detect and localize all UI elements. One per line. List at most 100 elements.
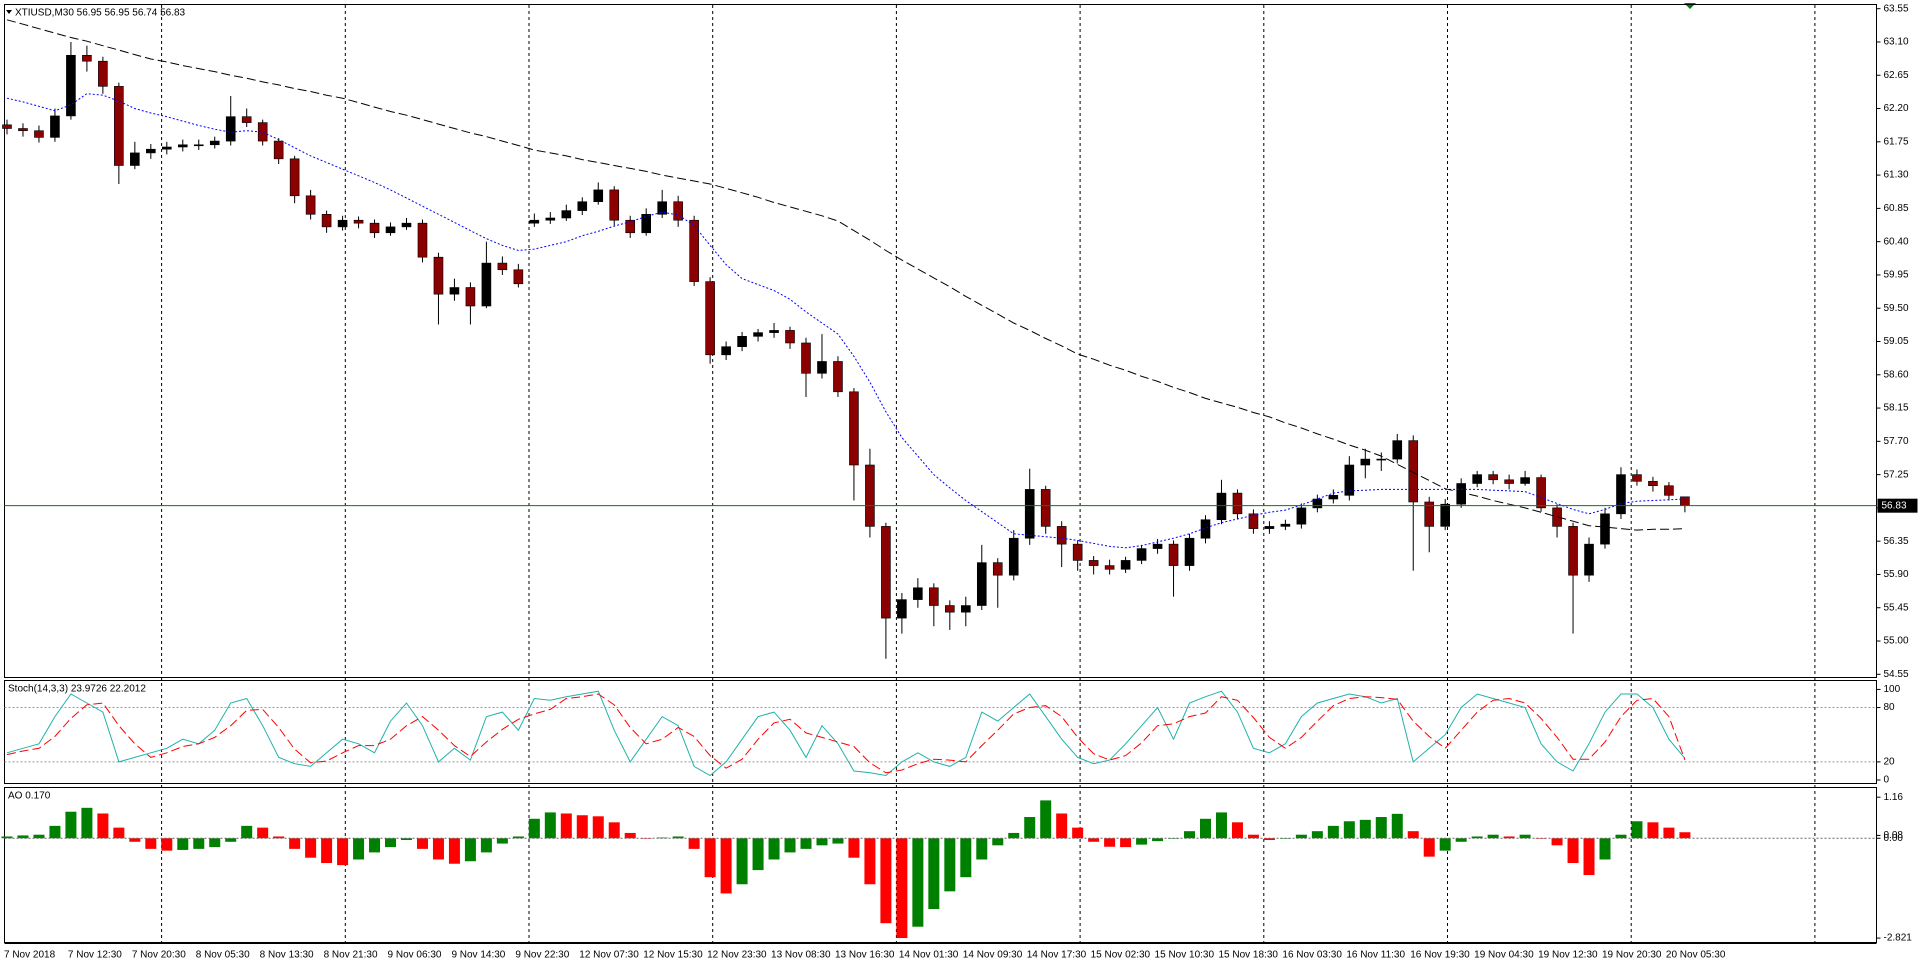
candle-body (577, 201, 588, 211)
candle-body (801, 342, 811, 374)
candle-body (945, 605, 955, 613)
y-tick-label: 0.00 (1884, 833, 1904, 844)
ao-bar (289, 838, 301, 849)
candle-body (98, 60, 108, 87)
ao-bar (1455, 838, 1467, 842)
candle-body (497, 262, 508, 271)
candle-body (1360, 458, 1371, 466)
ao-bar (1407, 831, 1419, 839)
ao-bar (544, 812, 556, 839)
ao-bar (1487, 834, 1499, 839)
candle-body (865, 464, 875, 527)
candle-body (1136, 548, 1147, 561)
candle-body (257, 122, 268, 142)
ao-bar (1439, 838, 1451, 851)
y-tick-label: 58.60 (1884, 369, 1909, 380)
y-tick-label: 61.30 (1884, 170, 1909, 181)
y-tick-label: 80 (1884, 702, 1896, 713)
y-tick-label: 0 (1884, 775, 1890, 786)
ao-bar (1, 836, 13, 839)
ao-bar (1519, 834, 1531, 839)
candle-body (593, 189, 604, 203)
x-tick-label: 16 Nov 03:30 (1282, 950, 1342, 961)
ao-bar (752, 838, 764, 871)
ao-bar (305, 838, 317, 858)
ao-bar (448, 838, 460, 864)
ao-bar (337, 838, 349, 866)
ao-bar (65, 811, 77, 839)
ao-bar (992, 838, 1004, 846)
candle-body (1296, 507, 1307, 525)
candle-body (1120, 560, 1131, 570)
ao-bar (1471, 836, 1483, 839)
ao-bar (1551, 838, 1563, 846)
x-tick-label: 16 Nov 19:30 (1410, 950, 1470, 961)
y-tick-label: 20 (1884, 757, 1896, 768)
candle-body (1040, 489, 1051, 527)
candle-body (1376, 458, 1387, 461)
candle-body (225, 116, 236, 142)
ao-bar (672, 836, 684, 839)
x-tick-label: 15 Nov 10:30 (1155, 950, 1215, 961)
ao-bar (688, 838, 700, 849)
candle-body (1536, 477, 1546, 509)
ao-bar (624, 832, 636, 839)
ao-bar (193, 838, 205, 849)
ao-bar (464, 838, 476, 862)
candle-body (1024, 489, 1035, 539)
candle-body (1520, 477, 1530, 484)
price-label-box (1877, 498, 1918, 513)
ao-bar (704, 838, 716, 878)
ao-bar (257, 827, 269, 839)
ao-bar (1136, 838, 1148, 845)
y-tick-label: 0.08 (1884, 830, 1904, 841)
candle-body (1648, 480, 1658, 487)
ao-bar (1215, 812, 1227, 839)
ao-bar (321, 838, 333, 864)
ao-bar (1583, 838, 1595, 876)
candle-body (849, 391, 859, 466)
candle-body (1056, 526, 1067, 545)
ao-bar (1599, 838, 1611, 860)
ao-bar (928, 838, 940, 910)
candle-body (1280, 523, 1291, 527)
ao-bar (1359, 819, 1371, 839)
ao-bar (161, 838, 173, 851)
ao-bar (1343, 821, 1355, 839)
ao-bar (241, 825, 253, 839)
candle-body (673, 201, 683, 221)
candle-body (1616, 474, 1626, 515)
y-tick-label: 62.20 (1884, 103, 1909, 114)
ao-bar (608, 822, 620, 839)
ao-bar (416, 838, 428, 849)
candle-body (162, 146, 172, 150)
ao-bar (784, 838, 796, 853)
y-tick-label: 55.00 (1884, 636, 1909, 647)
x-tick-label: 12 Nov 07:30 (579, 950, 639, 961)
candle-body (1456, 483, 1466, 505)
candle-body (1632, 474, 1642, 482)
x-tick-label: 19 Nov 12:30 (1538, 950, 1598, 961)
ao-bar (177, 838, 189, 850)
stoch-line (6, 693, 1686, 774)
candle-body (929, 587, 939, 606)
ao-bar (768, 838, 780, 860)
ao-bar (576, 815, 588, 839)
candle-body (369, 222, 380, 234)
ao-bar (1263, 838, 1275, 841)
candle-body (513, 269, 524, 285)
ao-bar (1391, 813, 1403, 839)
candle-body (1424, 501, 1435, 527)
candle-body (1200, 519, 1211, 539)
candle-body (193, 144, 204, 147)
candle-body (1168, 543, 1179, 566)
price-label: 56.83 (1882, 500, 1907, 511)
candle-body (657, 201, 667, 215)
candle-body (82, 54, 92, 62)
x-tick-label: 9 Nov 06:30 (388, 950, 442, 961)
candle-body (130, 152, 140, 166)
candle-body (992, 562, 1003, 576)
candle-body (833, 361, 843, 393)
candle-body (50, 115, 60, 138)
